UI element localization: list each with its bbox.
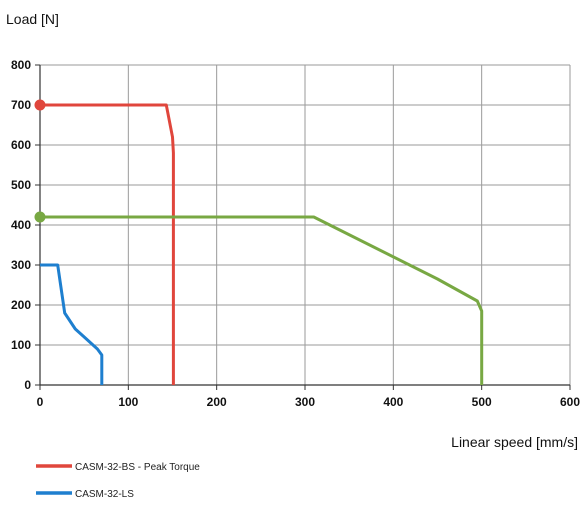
- legend-layer: CASM-32-BS - Peak Torque CASM-32-LS: [36, 462, 200, 500]
- legend-label-0: CASM-32-BS - Peak Torque: [75, 462, 200, 473]
- x-tick-label: 400: [383, 395, 403, 409]
- series-start-marker-2: [34, 211, 46, 223]
- y-axis-title: Load [N]: [6, 11, 59, 27]
- series-line-0: [40, 103, 175, 385]
- y-tick-label: 800: [11, 58, 31, 72]
- y-tick-label: 0: [24, 378, 31, 392]
- series-layer: [34, 99, 484, 385]
- y-tick-label: 300: [11, 258, 31, 272]
- y-tick-label: 500: [11, 178, 31, 192]
- y-tick-label: 400: [11, 218, 31, 232]
- x-tick-label: 300: [295, 395, 315, 409]
- series-start-marker-0: [34, 99, 46, 111]
- x-axis-title: Linear speed [mm/s]: [451, 434, 578, 450]
- y-tick-label: 200: [11, 298, 31, 312]
- series-line-1: [40, 263, 104, 385]
- axis-layer: [35, 64, 571, 390]
- series-line-2: [40, 215, 484, 385]
- grid-layer: [39, 64, 571, 386]
- y-tick-label: 700: [11, 98, 31, 112]
- x-tick-label: 100: [118, 395, 138, 409]
- x-tick-label: 200: [207, 395, 227, 409]
- x-tick-label: 600: [560, 395, 580, 409]
- x-tick-label: 500: [472, 395, 492, 409]
- y-tick-label: 600: [11, 138, 31, 152]
- label-layer: 0 100 200 300 400 500 600 0 100 200 300 400 500 600 70…: [6, 11, 580, 450]
- x-tick-label: 0: [37, 395, 44, 409]
- y-tick-label: 100: [11, 338, 31, 352]
- legend-label-1: CASM-32-LS: [75, 489, 134, 500]
